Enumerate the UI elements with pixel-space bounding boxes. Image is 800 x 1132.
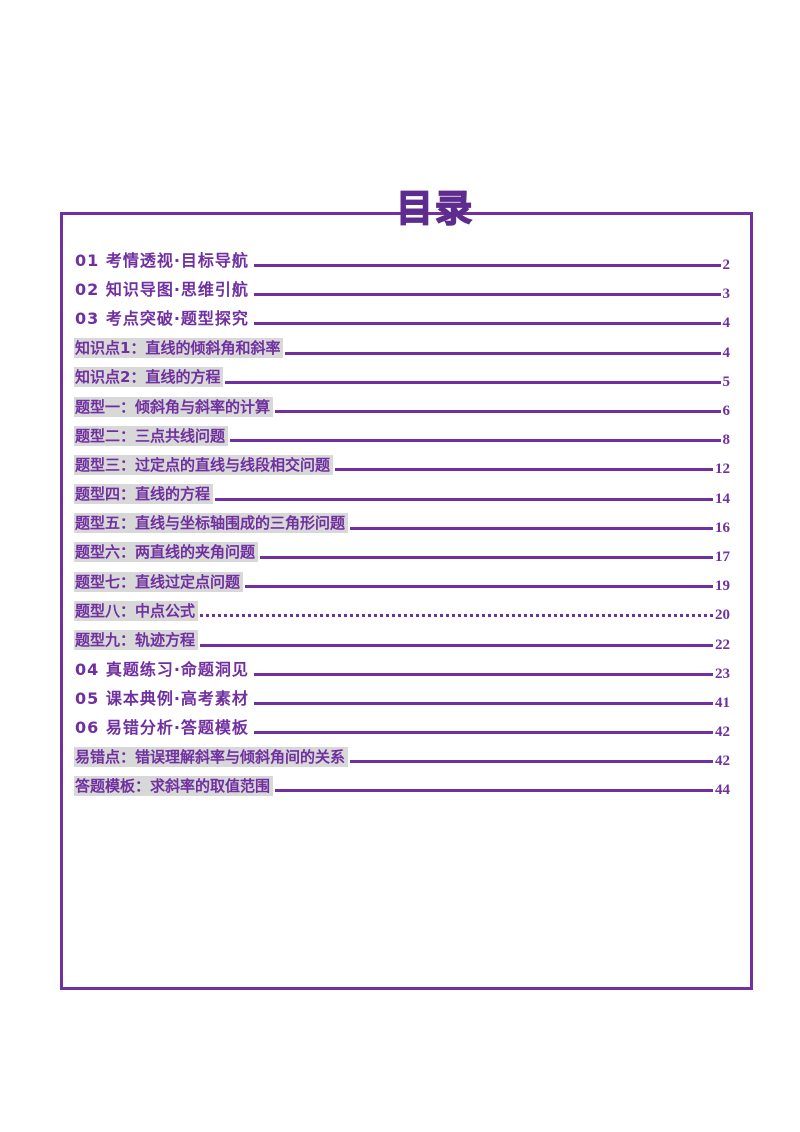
leader-line <box>245 585 713 589</box>
leader-line <box>253 322 721 326</box>
leader-line <box>200 643 713 647</box>
page-number: 4 <box>722 344 731 361</box>
leader-line <box>285 351 721 355</box>
toc-entry-label: 01 考情透视·目标导航 <box>75 251 249 270</box>
toc-row-type-1[interactable]: 题型一：倾斜角与斜率的计算 6 <box>74 392 730 421</box>
toc-row-section-03[interactable]: 03 考点突破·题型探究 4 <box>74 304 730 333</box>
leader-line <box>253 293 721 297</box>
leader-line <box>335 468 713 472</box>
page-number: 22 <box>715 636 730 653</box>
toc-row-knowledge-2[interactable]: 知识点2：直线的方程 5 <box>74 363 730 392</box>
page-number: 6 <box>722 403 731 420</box>
page-number: 12 <box>715 461 730 478</box>
toc-entry-label: 题型四：直线的方程 <box>74 484 214 505</box>
toc-entry-label: 题型五：直线与坐标轴围成的三角形问题 <box>74 513 349 534</box>
page-number: 4 <box>722 315 731 332</box>
toc-row-type-6[interactable]: 题型六：两直线的夹角问题 17 <box>74 538 730 567</box>
toc-row-type-5[interactable]: 题型五：直线与坐标轴围成的三角形问题 16 <box>74 509 730 538</box>
page-number: 14 <box>715 490 730 507</box>
toc-entry-label: 题型八：中点公式 <box>74 600 199 621</box>
toc-row-type-4[interactable]: 题型四：直线的方程 14 <box>74 480 730 509</box>
toc-row-answer-template[interactable]: 答题模板：求斜率的取值范围 44 <box>74 771 730 800</box>
leader-line <box>253 672 713 676</box>
page-number: 41 <box>715 694 730 711</box>
leader-line <box>230 439 721 443</box>
toc-entry-label: 题型九：轨迹方程 <box>74 630 199 651</box>
table-of-contents: 01 考情透视·目标导航 2 02 知识导图·思维引航 3 03 考点突破·题型… <box>74 246 730 801</box>
leader-line <box>253 264 721 268</box>
leader-line <box>350 760 713 764</box>
toc-entry-label: 题型一：倾斜角与斜率的计算 <box>74 396 274 417</box>
toc-row-section-05[interactable]: 05 课本典例·高考素材 41 <box>74 684 730 713</box>
page-number: 42 <box>715 753 730 770</box>
toc-row-type-3[interactable]: 题型三：过定点的直线与线段相交问题 12 <box>74 450 730 479</box>
toc-entry-label: 题型二：三点共线问题 <box>74 425 229 446</box>
toc-entry-label: 05 课本典例·高考素材 <box>75 688 249 708</box>
leader-line <box>350 526 713 530</box>
leader-line <box>275 410 721 414</box>
page-title: 目录 <box>395 187 474 230</box>
page-number: 2 <box>722 257 731 274</box>
toc-entry-label: 知识点1：直线的倾斜角和斜率 <box>74 338 284 359</box>
page-number: 23 <box>715 665 730 682</box>
leader-line <box>253 701 713 705</box>
page-number: 8 <box>722 432 731 449</box>
leader-line <box>215 497 713 501</box>
page-number: 20 <box>715 607 730 624</box>
toc-entry-label: 题型六：两直线的夹角问题 <box>74 542 259 563</box>
toc-entry-label: 02 知识导图·思维引航 <box>75 280 249 300</box>
toc-row-section-01[interactable]: 01 考情透视·目标导航 2 <box>74 246 730 275</box>
page-number: 19 <box>715 578 730 595</box>
page-number: 44 <box>715 782 730 799</box>
page-number: 5 <box>722 373 731 390</box>
toc-row-section-02[interactable]: 02 知识导图·思维引航 3 <box>74 275 730 304</box>
leader-line <box>275 789 713 793</box>
toc-entry-label: 答题模板：求斜率的取值范围 <box>74 775 274 796</box>
toc-row-type-2[interactable]: 题型二：三点共线问题 8 <box>74 421 730 450</box>
toc-row-type-7[interactable]: 题型七：直线过定点问题 19 <box>74 567 730 596</box>
leader-line <box>253 731 713 735</box>
page-number: 16 <box>715 519 730 536</box>
leader-line <box>260 555 713 559</box>
leader-line <box>200 614 713 618</box>
toc-entry-label: 题型七：直线过定点问题 <box>74 571 244 592</box>
toc-row-type-8[interactable]: 题型八：中点公式 20 <box>74 596 730 625</box>
toc-entry-label: 易错点：错误理解斜率与倾斜角间的关系 <box>74 746 349 767</box>
toc-row-error-point[interactable]: 易错点：错误理解斜率与倾斜角间的关系 42 <box>74 742 730 771</box>
page-number: 17 <box>715 548 730 565</box>
toc-row-section-04[interactable]: 04 真题练习·命题洞见 23 <box>74 655 730 684</box>
toc-entry-label: 04 真题练习·命题洞见 <box>75 659 249 679</box>
toc-row-type-9[interactable]: 题型九：轨迹方程 22 <box>74 625 730 654</box>
page-number: 3 <box>722 286 731 303</box>
toc-entry-label: 06 易错分析·答题模板 <box>75 718 249 737</box>
toc-entry-label: 题型三：过定点的直线与线段相交问题 <box>74 454 334 475</box>
toc-row-knowledge-1[interactable]: 知识点1：直线的倾斜角和斜率 4 <box>74 334 730 363</box>
page-number: 42 <box>715 724 730 741</box>
toc-entry-label: 03 考点突破·题型探究 <box>75 309 249 329</box>
toc-entry-label: 知识点2：直线的方程 <box>74 367 224 388</box>
toc-row-section-06[interactable]: 06 易错分析·答题模板 42 <box>74 713 730 742</box>
leader-line <box>225 380 721 384</box>
